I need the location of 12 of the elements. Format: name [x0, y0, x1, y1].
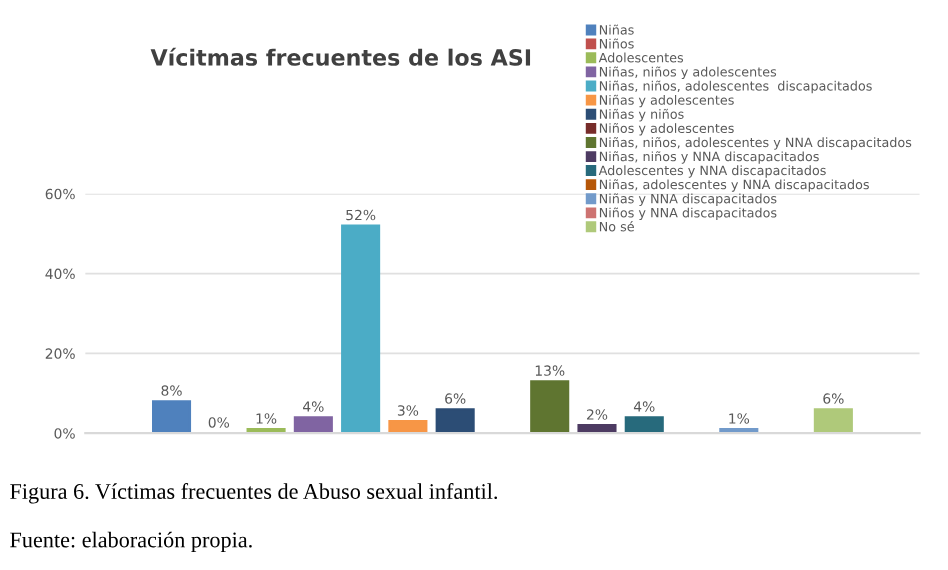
text: Figura 6. Víctimas frecuentes de Abuso sexual infantil.	[10, 483, 498, 504]
bar	[435, 408, 475, 434]
bar	[151, 400, 192, 434]
source-note: Fuente: elaboración propia.	[10, 531, 252, 552]
bar	[624, 416, 664, 434]
bar	[530, 380, 570, 434]
bar	[388, 420, 428, 434]
bar	[577, 424, 617, 434]
bar	[813, 408, 853, 434]
bar	[293, 416, 333, 434]
bar	[341, 224, 381, 434]
chart-title: Vícitmas frecuentes de los ASI	[150, 47, 531, 66]
